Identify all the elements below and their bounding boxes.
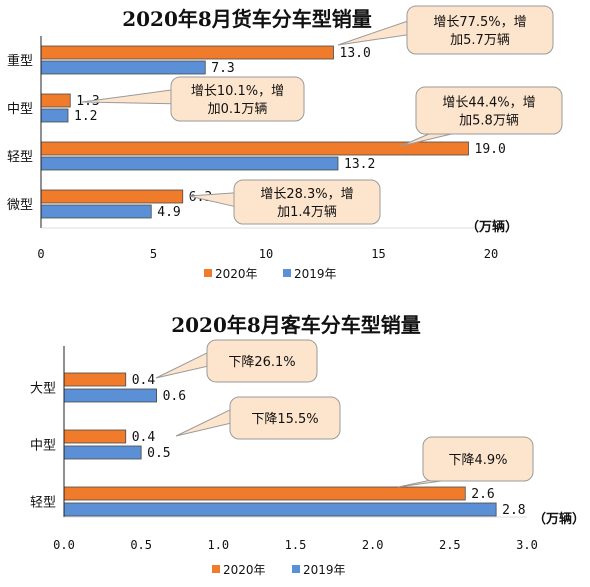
callout-text: 加5.7万辆 [450,33,510,48]
x-tick-label: 1.0 [207,538,229,552]
data-label: 0.6 [163,389,186,404]
data-label: 13.0 [340,46,371,61]
legend-swatch [212,565,220,573]
data-label: 2.8 [502,503,525,518]
bar-2020 [40,45,334,60]
chart-2: 2020年8月客车分车型销量大型0.40.6中型0.40.5轻型2.62.80.… [30,313,585,577]
callout-box [422,436,534,482]
bar-2020 [40,141,469,156]
category-label: 微型 [7,198,33,213]
callout-box [206,339,318,383]
category-label: 中型 [30,439,56,454]
callout: 下降15.5% [175,396,341,440]
legend-label: 2019年 [303,563,346,577]
callout: 下降26.1% [155,339,318,383]
data-label: 0.5 [147,446,170,461]
callout-box [229,396,341,440]
bar-2020 [63,486,466,501]
bar-2019 [63,388,157,403]
bar-2020 [40,189,184,204]
bar-2020 [40,93,71,108]
data-label: 4.9 [157,205,180,220]
category-label: 重型 [7,53,33,69]
callout-text: 增长28.3%，增 [260,187,353,202]
callout: 增长10.1%，增加0.1万辆 [81,76,305,122]
callout-box [233,179,381,225]
callout-text: 增长10.1%，增 [191,84,284,99]
callout-pointer [155,351,210,379]
x-tick-label: 15 [371,247,385,261]
data-label: 7.3 [211,61,234,76]
category-label: 中型 [7,102,33,117]
bar-2019 [40,108,69,123]
legend-label: 2020年 [215,267,258,281]
callout-text: 增长44.4%，增 [442,96,535,111]
callout-text: 下降26.1% [228,355,295,370]
data-label: 0.4 [132,373,156,388]
chart-1: 2020年8月货车分车型销量重型13.07.3中型1.31.2轻型19.013.… [7,5,563,281]
callout-box [406,5,554,55]
x-tick-label: 20 [484,247,498,261]
chart-title: 2020年8月货车分车型销量 [122,7,372,31]
x-tick-label: 2.0 [362,538,384,552]
unit-label: （万辆） [466,219,518,235]
callout-pointer [175,408,233,437]
legend-swatch [283,269,291,277]
callout: 增长44.4%，增加5.8万辆 [400,86,563,147]
legend-label: 2020年 [223,563,266,577]
callout-text: 增长77.5%，增 [433,15,526,30]
callout: 增长77.5%，增加5.7万辆 [337,5,554,55]
callout-text: 下降15.5% [251,412,318,427]
category-label: 轻型 [30,496,56,511]
x-tick-label: 5 [150,247,157,261]
data-label: 2.6 [471,487,494,502]
data-label: 13.2 [344,157,375,172]
x-tick-label: 0.5 [130,538,152,552]
legend-swatch [204,269,212,277]
bar-2020 [63,372,127,387]
callout-text: 加0.1万辆 [208,102,268,117]
callout: 下降4.9% [397,436,534,488]
bar-2019 [63,502,497,517]
x-tick-label: 3.0 [516,538,538,552]
callout-box [415,86,563,135]
x-tick-label: 0.0 [53,538,75,552]
bar-2019 [40,156,339,171]
data-label: 1.2 [74,109,97,124]
bar-2019 [40,60,206,75]
chart-title: 2020年8月客车分车型销量 [171,313,421,337]
unit-label: （万辆） [533,511,585,527]
x-tick-label: 2.5 [439,538,461,552]
bar-2020 [63,429,127,444]
x-tick-label: 1.5 [285,538,307,552]
x-tick-label: 0 [37,247,44,261]
legend-swatch [292,565,300,573]
callout-text: 加1.4万辆 [277,205,337,220]
callout-text: 下降4.9% [448,453,507,468]
data-label: 19.0 [475,142,506,157]
bar-2019 [40,204,152,219]
bar-2019 [63,445,142,460]
category-label: 轻型 [7,150,33,165]
callout-text: 加5.8万辆 [459,114,519,129]
legend-label: 2019年 [294,267,337,281]
callout-box [170,76,305,122]
data-label: 0.4 [132,430,156,445]
category-label: 大型 [30,382,56,397]
x-tick-label: 10 [259,247,273,261]
callout: 增长28.3%，增加1.4万辆 [188,179,381,225]
